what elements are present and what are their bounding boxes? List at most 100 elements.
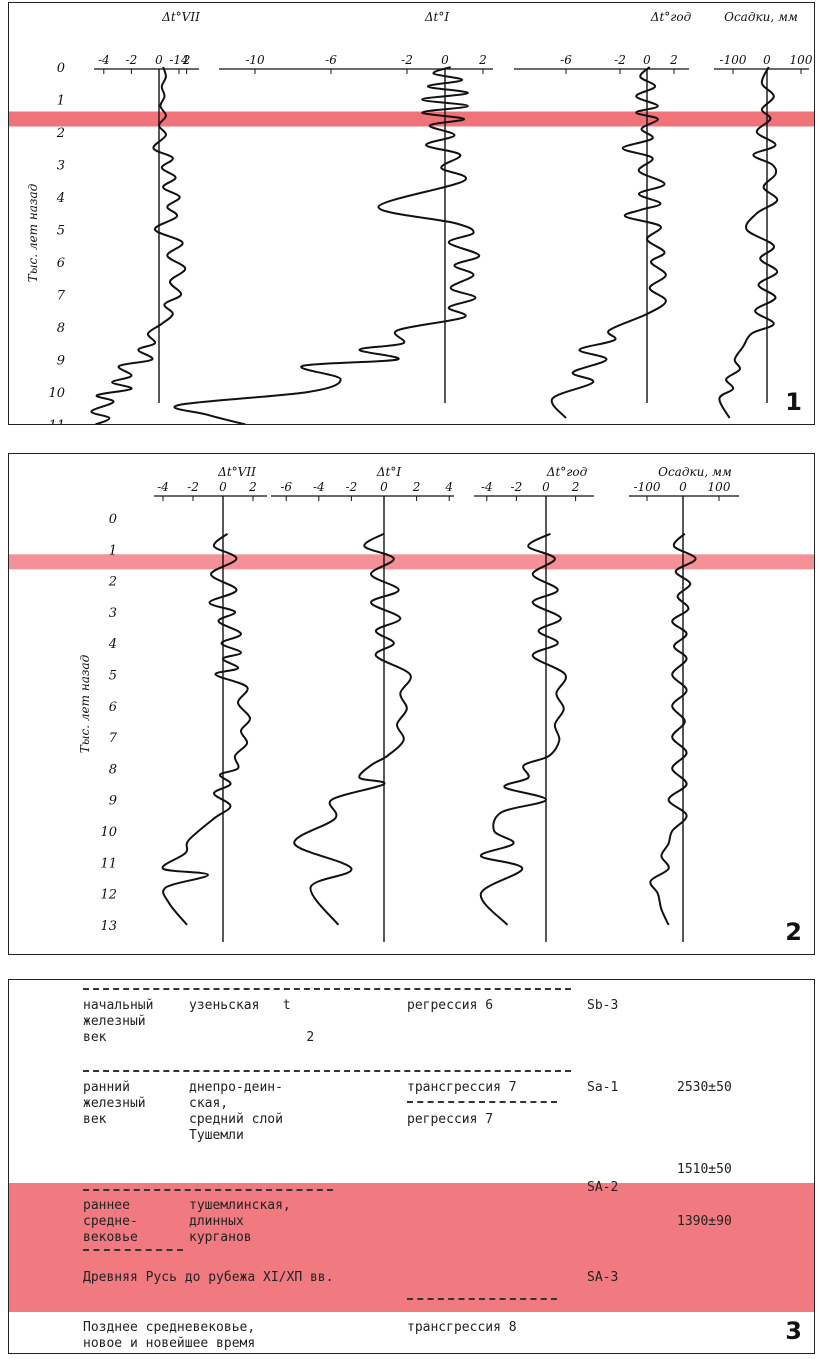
depth-tick-label: 5 (109, 669, 117, 684)
x-tick-label: 0 (155, 53, 163, 67)
period-cell: начальный железный век (83, 998, 154, 1045)
depth-tick-label: 8 (57, 321, 65, 336)
depth-tick-label: 7 (109, 731, 118, 746)
divider (83, 1070, 571, 1072)
divider (83, 988, 571, 990)
column-header: Осадки, мм (658, 465, 732, 479)
depth-tick-label: 8 (109, 762, 117, 777)
x-tick-label: -14 (169, 53, 188, 67)
stage-cell: Sb-3 (587, 998, 619, 1013)
depth-tick-label: 3 (109, 606, 117, 621)
series-line (90, 66, 187, 424)
x-tick-label: -100 (634, 480, 661, 494)
depth-tick-label: 4 (56, 191, 65, 206)
x-tick-label: 0 (380, 480, 388, 494)
date-cell: 2530±50 (677, 1080, 732, 1095)
panel-1: 0 1 2 3 4 5 6 7 8 9 10 11 Тыс. лет назад Δt°VII -4 -2 0 2… (8, 2, 815, 425)
series-line (173, 66, 481, 424)
column-header: Δt°I (376, 465, 401, 479)
divider (407, 1298, 557, 1300)
depth-tick-label: 13 (100, 919, 117, 934)
x-tick-label: -6 (280, 480, 292, 494)
event-cell: трансгрессия 7 регрессия 7 (407, 1080, 517, 1127)
column-header: Δt°год (650, 10, 692, 24)
x-tick-label: 2 (248, 480, 257, 494)
highlight-band (9, 554, 814, 570)
highlight-band (9, 111, 814, 127)
x-tick-label: -4 (313, 480, 325, 494)
period-cell: Позднее средневековье, новое и новейшее … (83, 1320, 256, 1351)
series-line (161, 532, 251, 926)
series-line (479, 532, 567, 926)
event-cell: регрессия 6 (407, 998, 494, 1013)
x-tick-label: 2 (182, 53, 191, 67)
x-tick-label: 0 (441, 53, 449, 67)
x-tick-label: -2 (346, 480, 358, 494)
x-tick-label: 2 (478, 53, 487, 67)
depth-tick-label: 3 (57, 159, 65, 174)
divider (83, 1189, 333, 1191)
x-tick-label: 4 (444, 480, 453, 494)
depth-tick-label: 6 (109, 700, 117, 715)
x-tick-label: -2 (187, 480, 199, 494)
depth-tick-label: 0 (109, 512, 117, 527)
depth-tick-label: 0 (57, 61, 65, 76)
period-cell: Древняя Русь до рубежа XI/XП вв. (83, 1270, 334, 1285)
column-header: Δt°год (546, 465, 588, 479)
x-tick-label: -4 (157, 480, 169, 494)
x-tick-label: -2 (401, 53, 413, 67)
x-tick-label: -6 (560, 53, 572, 67)
x-tick-label: -10 (245, 53, 265, 67)
depth-tick-label: 5 (57, 224, 65, 239)
x-tick-label: -4 (481, 480, 493, 494)
column-header: Осадки, мм (724, 10, 798, 24)
y-axis-label: Тыс. лет назад (26, 183, 40, 282)
depth-tick-label: 11 (48, 419, 65, 426)
series-line (649, 532, 697, 926)
series-line (293, 532, 412, 926)
panel-number: 1 (785, 388, 802, 416)
depth-tick-label: 2 (56, 126, 65, 141)
culture-cell: днепро-деин- ская, средний слой Тушемли (189, 1080, 283, 1143)
period-cell: ранний железный век (83, 1080, 146, 1127)
stage-cell: SA-3 (587, 1270, 619, 1285)
stratigraphy-table: начальный железный век узеньская t 2 рег… (9, 980, 814, 1353)
x-tick-label: 2 (571, 480, 580, 494)
depth-tick-label: 2 (108, 575, 117, 590)
x-tick-label: -2 (614, 53, 626, 67)
panel-number: 3 (785, 1317, 802, 1345)
x-tick-label: 2 (669, 53, 678, 67)
divider (407, 1101, 557, 1103)
depth-tick-label: 7 (57, 289, 66, 304)
culture-cell: тушемлинская, длинных курганов (189, 1198, 291, 1245)
highlight-band (9, 1183, 814, 1312)
depth-tick-label: 12 (100, 888, 117, 903)
x-tick-label: -2 (511, 480, 523, 494)
panel-3: начальный железный век узеньская t 2 рег… (8, 979, 815, 1354)
depth-tick-label: 10 (48, 386, 65, 401)
divider (83, 1249, 183, 1251)
column-header: Δt°VII (217, 465, 256, 479)
x-tick-label: 0 (679, 480, 687, 494)
depth-tick-label: 1 (57, 94, 65, 109)
depth-tick-label: 4 (108, 637, 117, 652)
column-header: Δt°I (424, 10, 449, 24)
x-tick-label: 100 (708, 480, 731, 494)
series-line (718, 66, 779, 419)
x-tick-label: -2 (126, 53, 138, 67)
x-tick-label: -100 (720, 53, 747, 67)
event-cell: трансгрессия 8 (407, 1320, 517, 1335)
x-tick-label: -4 (98, 53, 110, 67)
depth-tick-label: 1 (109, 543, 117, 558)
depth-tick-label: 6 (57, 256, 65, 271)
panel-2: 0 1 2 3 4 5 6 7 8 9 10 11 12 13 Тыс. лет назад Δt°VII -4… (8, 453, 815, 955)
depth-tick-label: 9 (57, 354, 65, 369)
x-tick-label: 0 (219, 480, 227, 494)
series-line (550, 66, 667, 419)
stage-cell: SA-2 (587, 1180, 619, 1195)
x-tick-label: 0 (643, 53, 651, 67)
